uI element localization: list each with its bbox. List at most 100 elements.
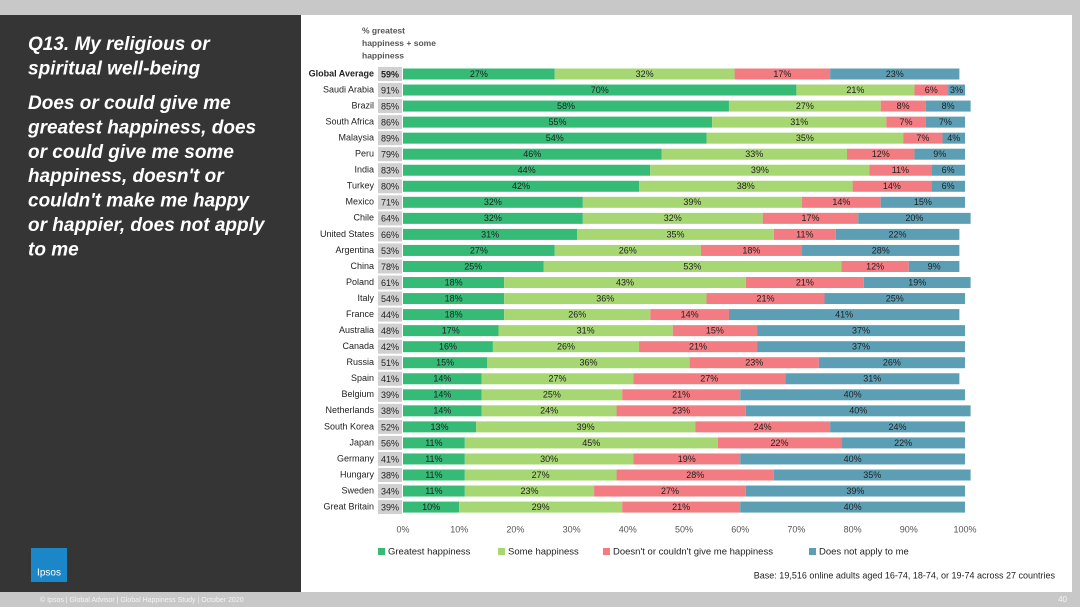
bar-segment: [925, 116, 965, 128]
bar-segment: [948, 84, 965, 96]
segment-label: 14%: [433, 374, 451, 384]
legend-swatch: [809, 548, 816, 555]
segment-label: 12%: [866, 261, 884, 271]
total-box: [378, 227, 402, 242]
segment-label: 40%: [844, 390, 862, 400]
bar-segment: [554, 68, 735, 80]
category-label: Poland: [346, 277, 374, 287]
segment-label: 46%: [523, 149, 541, 159]
bar-segment: [487, 357, 690, 369]
total-label: 59%: [381, 69, 399, 79]
total-box: [378, 243, 402, 258]
bar-segment: [403, 501, 460, 513]
total-box: [378, 67, 402, 81]
segment-label: 14%: [433, 406, 451, 416]
segment-label: 22%: [894, 438, 912, 448]
segment-label: 29%: [532, 502, 550, 512]
bar-segment: [796, 84, 915, 96]
title-line: spiritual well-being: [28, 59, 200, 80]
bar-segment: [886, 116, 926, 128]
total-box: [378, 179, 402, 194]
x-tick-label: 20%: [506, 524, 524, 534]
total-box: [378, 163, 402, 178]
segment-label: 38%: [737, 181, 755, 191]
segment-label: 11%: [425, 454, 442, 464]
segment-label: 11%: [425, 486, 442, 496]
category-label: France: [346, 309, 374, 319]
bar-segment: [734, 68, 831, 80]
total-box: [378, 419, 402, 434]
subtitle-line: couldn't make me happy: [28, 191, 250, 212]
bar-segment: [830, 68, 960, 80]
bar-segment: [403, 180, 640, 192]
total-box: [378, 468, 402, 482]
bar-segment: [717, 437, 842, 449]
bar-segment: [403, 405, 482, 417]
total-label: 54%: [381, 294, 399, 304]
segment-label: 10%: [422, 502, 440, 512]
bar-segment: [403, 437, 465, 449]
category-label: Belgium: [341, 389, 374, 399]
total-label: 66%: [381, 230, 399, 240]
category-label: Chile: [353, 213, 374, 223]
bar-segment: [582, 212, 763, 224]
bar-segment: [757, 325, 965, 337]
segment-label: 32%: [484, 213, 502, 223]
bar-segment: [650, 164, 870, 176]
total-label: 51%: [381, 358, 399, 368]
total-header: happiness + some: [362, 38, 436, 48]
bar-segment: [403, 164, 651, 176]
segment-label: 13%: [431, 422, 449, 432]
segment-label: 14%: [832, 197, 850, 207]
total-box: [378, 371, 402, 386]
note: Base: 19,516 online adults aged 16-74, 1…: [754, 570, 1056, 580]
total-label: 91%: [381, 85, 399, 95]
total-label: 86%: [381, 117, 399, 127]
segment-label: 28%: [686, 470, 704, 480]
category-label: Germany: [337, 453, 375, 463]
segment-label: 32%: [664, 213, 682, 223]
total-box: [378, 291, 402, 306]
segment-label: 25%: [543, 390, 561, 400]
segment-label: 14%: [681, 309, 699, 319]
category-label: Argentina: [335, 245, 374, 255]
bar-segment: [403, 68, 555, 80]
total-label: 48%: [381, 326, 399, 336]
bar-segment: [403, 357, 488, 369]
bar-segment: [403, 325, 499, 337]
segment-label: 27%: [470, 69, 488, 79]
segment-label: 36%: [579, 358, 597, 368]
category-label: Great Britain: [323, 501, 374, 511]
segment-label: 8%: [897, 101, 910, 111]
total-box: [378, 83, 402, 98]
bar-segment: [869, 164, 932, 176]
bar-segment: [403, 244, 555, 256]
bar-segment: [740, 501, 965, 513]
x-tick-label: 90%: [900, 524, 918, 534]
bar-segment: [745, 485, 965, 497]
bar-segment: [622, 501, 741, 513]
segment-label: 4%: [947, 133, 960, 143]
bar-segment: [504, 293, 707, 305]
bar-segment: [403, 212, 583, 224]
segment-label: 23%: [745, 358, 763, 368]
bar-segment: [403, 132, 707, 144]
total-label: 83%: [381, 166, 399, 176]
segment-label: 18%: [445, 277, 463, 287]
x-tick-label: 80%: [844, 524, 862, 534]
total-box: [378, 355, 402, 370]
segment-label: 26%: [883, 358, 901, 368]
bar-segment: [464, 453, 634, 465]
bar-segment: [582, 196, 803, 208]
segment-label: 9%: [933, 149, 946, 159]
footer: © Ipsos | Global Advisor | Global Happin…: [40, 596, 244, 604]
segment-label: 39%: [683, 197, 701, 207]
bar-segment: [403, 453, 465, 465]
segment-label: 54%: [546, 133, 564, 143]
category-label: Spain: [351, 373, 374, 383]
bar-segment: [459, 501, 623, 513]
category-label: South Africa: [325, 116, 374, 126]
x-tick-label: 50%: [675, 524, 693, 534]
bar-segment: [700, 244, 803, 256]
total-label: 38%: [381, 470, 399, 480]
